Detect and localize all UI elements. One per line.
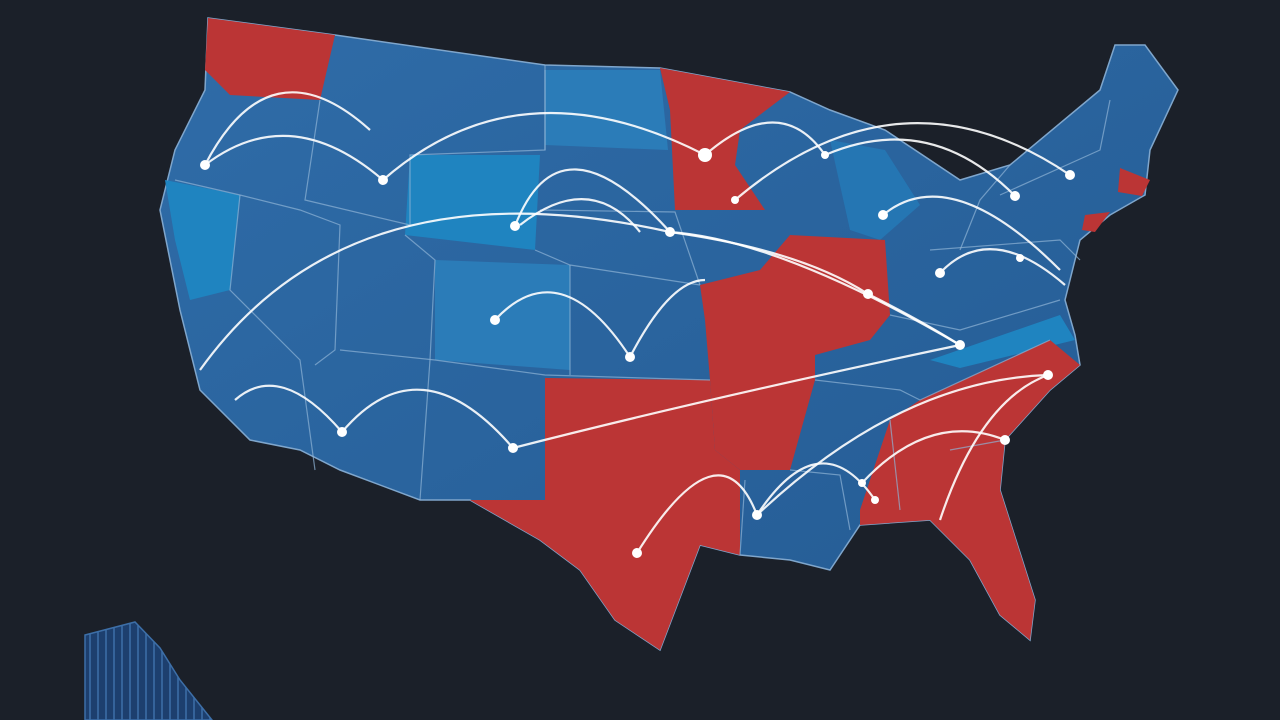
arcs <box>199 91 1071 554</box>
arc <box>938 373 1049 521</box>
border <box>539 209 701 286</box>
arc <box>824 138 1016 197</box>
state-light <box>405 155 540 250</box>
border <box>339 349 711 381</box>
arc <box>494 278 706 360</box>
state-red <box>470 378 740 650</box>
state-red <box>860 340 1080 640</box>
endpoint <box>1016 254 1024 262</box>
endpoint <box>955 340 965 350</box>
state-light <box>930 315 1075 368</box>
border <box>174 179 341 366</box>
endpoint <box>863 289 873 299</box>
arc <box>513 168 671 233</box>
border <box>929 239 1081 261</box>
border <box>889 419 901 511</box>
state-light <box>435 260 570 370</box>
endpoint <box>1065 170 1075 180</box>
state-red <box>1118 168 1150 196</box>
state-red <box>205 18 335 100</box>
arc <box>734 122 1071 201</box>
endpoint <box>752 510 762 520</box>
endpoint <box>871 496 879 504</box>
endpoint <box>935 268 945 278</box>
border <box>229 194 316 471</box>
state-light <box>545 70 668 150</box>
arc <box>704 121 826 156</box>
endpoint <box>200 160 210 170</box>
border <box>949 439 1006 451</box>
arc <box>204 134 384 181</box>
state-light <box>165 180 240 300</box>
arc <box>234 343 961 450</box>
border <box>999 99 1111 196</box>
endpoint <box>878 210 888 220</box>
arc <box>861 430 1006 484</box>
arc <box>882 195 1061 271</box>
state-red <box>1082 212 1110 232</box>
arc <box>199 212 961 371</box>
endpoint <box>337 427 347 437</box>
arc <box>756 373 1049 516</box>
endpoint <box>508 443 518 453</box>
endpoint <box>625 352 635 362</box>
border <box>959 164 1011 251</box>
endpoint <box>490 315 500 325</box>
endpoint <box>858 479 866 487</box>
endpoint <box>665 227 675 237</box>
state-light <box>830 140 920 240</box>
endpoint <box>632 548 642 558</box>
endpoint <box>821 151 829 159</box>
arc <box>669 230 961 346</box>
state-red <box>700 235 890 470</box>
endpoint <box>1000 435 1010 445</box>
border <box>404 234 436 501</box>
endpoint <box>510 221 520 231</box>
alaska-fragment <box>84 621 213 720</box>
endpoint <box>698 148 712 162</box>
endpoint <box>731 196 739 204</box>
border <box>814 339 1051 401</box>
arc <box>204 91 371 166</box>
endpoint <box>1043 370 1053 380</box>
endpoints <box>200 148 1075 558</box>
endpoint <box>378 175 388 185</box>
arc <box>939 248 1066 286</box>
endpoint <box>1010 191 1020 201</box>
arc <box>382 111 706 181</box>
